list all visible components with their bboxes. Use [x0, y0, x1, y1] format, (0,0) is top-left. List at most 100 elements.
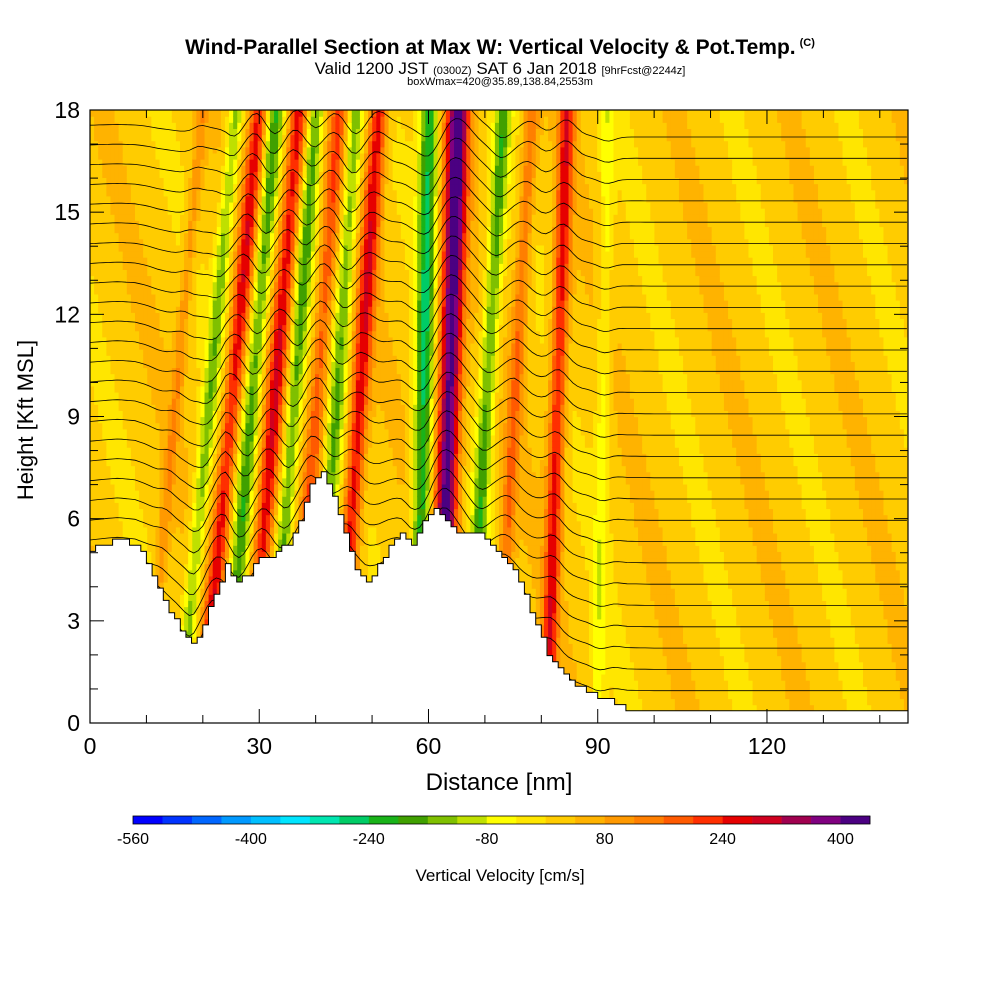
heatmap-cell — [159, 171, 165, 179]
heatmap-cell — [274, 453, 279, 461]
heatmap-cell — [212, 152, 218, 160]
heatmap-cell — [167, 434, 173, 442]
heatmap-cell — [253, 232, 259, 240]
heatmap-cell — [204, 557, 210, 565]
heatmap-cell — [224, 306, 230, 313]
heatmap-cell — [179, 146, 185, 154]
heatmap-cell — [147, 140, 152, 148]
heatmap-cell — [188, 582, 193, 589]
heatmap-cell — [229, 398, 234, 405]
heatmap-cell — [196, 490, 202, 497]
heatmap-cell — [200, 447, 206, 454]
heatmap-cell — [200, 582, 206, 589]
heatmap-cell — [229, 526, 234, 534]
heatmap-cell — [159, 483, 165, 491]
heatmap-cell — [118, 391, 124, 399]
heatmap-cell — [274, 508, 279, 516]
heatmap-cell — [212, 281, 218, 289]
heatmap-cell — [102, 373, 107, 381]
heatmap-cell — [126, 244, 132, 252]
heatmap-cell — [188, 342, 193, 350]
heatmap-cell — [265, 349, 271, 356]
heatmap-cell — [143, 453, 148, 461]
heatmap-cell — [151, 490, 157, 497]
heatmap-cell — [147, 465, 152, 473]
heatmap-cell — [171, 404, 177, 411]
heatmap-cell — [253, 281, 259, 289]
heatmap-cell — [90, 183, 95, 191]
heatmap-cell — [237, 416, 242, 424]
heatmap-cell — [192, 471, 197, 479]
heatmap-cell — [171, 165, 177, 172]
heatmap-cell — [147, 312, 152, 320]
heatmap-cell — [286, 195, 292, 203]
heatmap-cell — [130, 208, 136, 215]
heatmap-cell — [274, 220, 279, 228]
heatmap-cell — [110, 526, 116, 534]
heatmap-cell — [114, 428, 120, 436]
heatmap-cell — [245, 159, 251, 166]
heatmap-cell — [163, 367, 169, 375]
heatmap-cell — [171, 269, 177, 277]
heatmap-cell — [106, 324, 112, 332]
heatmap-cell — [253, 532, 259, 540]
heatmap-cell — [175, 257, 181, 264]
heatmap-cell — [196, 250, 202, 258]
heatmap-cell — [171, 300, 177, 307]
heatmap-cell — [114, 232, 120, 240]
heatmap-cell — [179, 594, 185, 601]
heatmap-cell — [253, 342, 259, 350]
heatmap-cell — [212, 355, 218, 362]
heatmap-cell — [159, 496, 165, 503]
heatmap-cell — [212, 520, 218, 528]
heatmap-cell — [204, 146, 210, 154]
heatmap-cell — [139, 324, 144, 332]
heatmap-cell — [159, 134, 165, 142]
heatmap-cell — [110, 201, 116, 209]
heatmap-cell — [212, 342, 218, 350]
heatmap-cell — [224, 349, 230, 356]
heatmap-cell — [130, 441, 136, 448]
heatmap-cell — [188, 300, 193, 307]
heatmap-cell — [122, 281, 128, 289]
heatmap-cell — [286, 520, 292, 528]
heatmap-cell — [204, 110, 210, 117]
heatmap-cell — [159, 502, 165, 510]
heatmap-cell — [163, 201, 169, 209]
heatmap-cell — [278, 391, 283, 399]
heatmap-cell — [233, 281, 238, 289]
heatmap-cell — [179, 391, 185, 399]
heatmap-cell — [126, 336, 132, 344]
heatmap-cell — [224, 287, 230, 295]
heatmap-cell — [220, 367, 226, 375]
heatmap-cell — [229, 514, 234, 522]
heatmap-cell — [249, 287, 255, 295]
heatmap-cell — [155, 232, 161, 240]
heatmap-cell — [237, 250, 242, 258]
heatmap-cell — [220, 159, 226, 166]
heatmap-cell — [184, 269, 189, 277]
heatmap-cell — [208, 165, 214, 172]
heatmap-cell — [159, 275, 165, 283]
heatmap-cell — [241, 551, 247, 559]
heatmap-cell — [229, 453, 234, 461]
heatmap-cell — [167, 385, 173, 393]
heatmap-cell — [188, 557, 193, 565]
heatmap-cell — [253, 434, 259, 442]
heatmap-cell — [98, 361, 103, 369]
heatmap-cell — [200, 152, 206, 160]
heatmap-cell — [224, 379, 230, 387]
heatmap-cell — [282, 318, 287, 326]
heatmap-cell — [179, 312, 185, 320]
heatmap-cell — [184, 134, 189, 142]
heatmap-cell — [134, 477, 140, 485]
heatmap-cell — [216, 545, 222, 552]
heatmap-cell — [200, 134, 206, 142]
heatmap-cell — [245, 496, 251, 503]
heatmap-cell — [106, 336, 112, 344]
heatmap-cell — [171, 134, 177, 142]
heatmap-cell — [204, 189, 210, 197]
heatmap-cell — [286, 269, 292, 277]
heatmap-cell — [159, 177, 165, 185]
heatmap-cell — [102, 324, 107, 332]
